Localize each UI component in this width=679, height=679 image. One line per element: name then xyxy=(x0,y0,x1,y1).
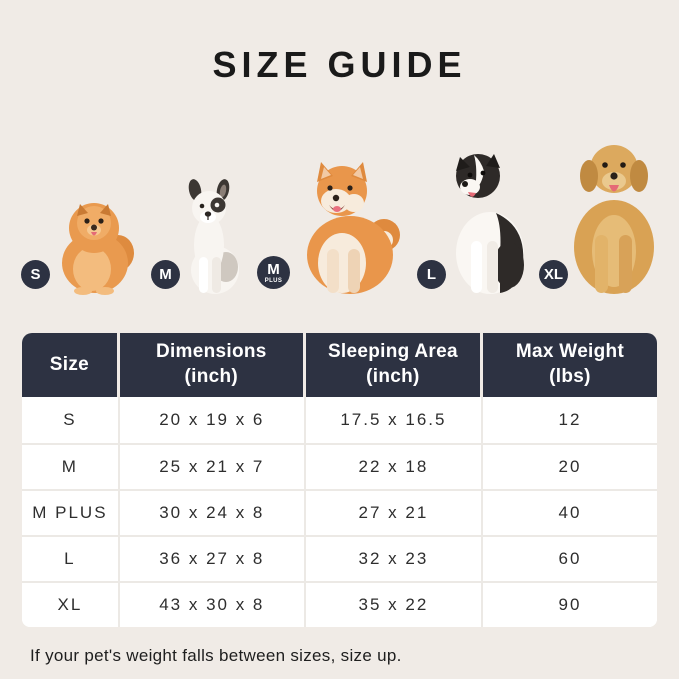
size-group-s: S xyxy=(21,187,138,295)
golden-retriever-dog-image xyxy=(574,145,654,294)
cell-m-dimensions: 25 x 21 x 7 xyxy=(119,443,306,489)
dog-size-row: S M xyxy=(0,130,679,295)
size-badge-m-plus-sublabel: PLUS xyxy=(264,277,283,284)
size-group-l: L xyxy=(417,143,526,295)
size-badge-xl: XL xyxy=(539,260,568,289)
size-badge-s: S xyxy=(21,260,50,289)
table-header-dimensions: Dimensions (inch) xyxy=(119,333,306,397)
size-group-xl: XL xyxy=(539,131,658,295)
cell-s-dimensions: 20 x 19 x 6 xyxy=(119,397,306,443)
shiba-inu-dog-image xyxy=(307,162,400,294)
cell-s-size: S xyxy=(22,397,120,443)
cell-m-plus-sleeping-area: 27 x 21 xyxy=(305,489,483,535)
size-badge-m-plus: M PLUS xyxy=(257,256,290,289)
size-badge-xl-label: XL xyxy=(543,266,564,283)
cell-s-sleeping-area: 17.5 x 16.5 xyxy=(305,397,483,443)
cell-m-size: M xyxy=(22,443,120,489)
cell-s-max-weight: 12 xyxy=(482,397,657,443)
cell-m-plus-max-weight: 40 xyxy=(482,489,657,535)
table-header-max-weight-line2: (lbs) xyxy=(549,366,591,387)
cell-l-max-weight: 60 xyxy=(482,535,657,581)
size-up-note: If your pet's weight falls between sizes… xyxy=(30,646,402,665)
size-badge-m-label: M xyxy=(159,266,172,283)
table-header-size-line1: Size xyxy=(49,353,89,375)
cell-m-plus-dimensions: 30 x 24 x 8 xyxy=(119,489,306,535)
cell-m-plus-size: M PLUS xyxy=(22,489,120,535)
cell-l-sleeping-area: 32 x 23 xyxy=(305,535,483,581)
cell-l-dimensions: 36 x 27 x 8 xyxy=(119,535,306,581)
size-table: Size Dimensions (inch) Sleeping Area (in… xyxy=(22,333,657,627)
table-header-sleeping-area-line1: Sleeping Area xyxy=(327,341,458,363)
cell-xl-sleeping-area: 35 x 22 xyxy=(305,581,483,627)
page-title: SIZE GUIDE xyxy=(212,44,467,85)
table-header-dimensions-line1: Dimensions xyxy=(155,341,267,363)
cell-m-sleeping-area: 22 x 18 xyxy=(305,443,483,489)
cell-xl-max-weight: 90 xyxy=(482,581,657,627)
size-badge-l: L xyxy=(417,260,446,289)
size-badge-m: M xyxy=(151,260,180,289)
cell-m-max-weight: 20 xyxy=(482,443,657,489)
cell-xl-dimensions: 43 x 30 x 8 xyxy=(119,581,306,627)
table-header-sleeping-area: Sleeping Area (inch) xyxy=(305,333,483,397)
cell-l-size: L xyxy=(22,535,120,581)
table-header-dimensions-line2: (inch) xyxy=(184,366,239,387)
table-header-size: Size xyxy=(22,333,120,397)
size-badge-m-plus-label: M xyxy=(267,260,280,278)
table-header-max-weight: Max Weight (lbs) xyxy=(482,333,657,397)
size-badge-l-label: L xyxy=(426,266,437,283)
cell-xl-size: XL xyxy=(22,581,120,627)
table-header-sleeping-area-line2: (inch) xyxy=(366,366,420,387)
border-collie-dog-image xyxy=(456,154,524,294)
french-bulldog-dog-image xyxy=(188,179,239,294)
size-badge-s-label: S xyxy=(30,266,41,283)
table-header-max-weight-line1: Max Weight xyxy=(515,341,625,363)
pomeranian-dog-image xyxy=(62,203,134,295)
size-group-m-plus: M PLUS xyxy=(257,153,404,295)
size-group-m: M xyxy=(151,177,244,295)
